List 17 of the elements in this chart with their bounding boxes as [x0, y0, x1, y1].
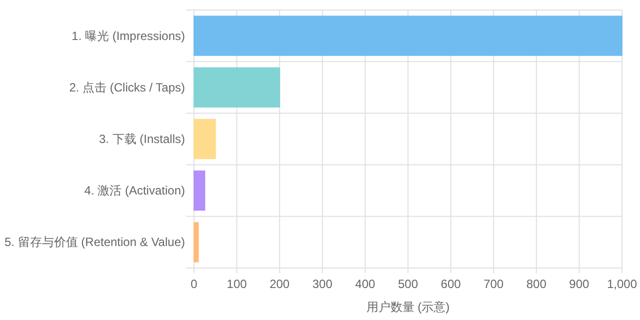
x-tick-label: 100	[226, 277, 248, 291]
x-tick-label: 500	[398, 277, 418, 291]
y-tick-label: 1. 曝光 (Impressions)	[72, 28, 185, 43]
x-tick-label: 900	[569, 277, 590, 291]
y-tick-label: 5. 留存与价值 (Retention & Value)	[4, 235, 185, 250]
y-tick-label: 4. 激活 (Activation)	[84, 184, 185, 198]
y-tick-label: 2. 点击 (Clicks / Taps)	[69, 80, 185, 94]
x-axis-title: 用户数量 (示意)	[366, 300, 450, 314]
x-tick-label: 200	[270, 277, 290, 291]
x-tick-label: 300	[312, 277, 333, 291]
x-tick-label: 800	[526, 277, 547, 291]
y-tick-label: 3. 下载 (Installs)	[98, 132, 186, 146]
x-tick-label: 1,000	[606, 277, 638, 291]
x-tick-label: 700	[484, 277, 504, 291]
x-tick-label: 0	[190, 277, 198, 291]
x-tick-label: 600	[440, 277, 462, 291]
x-tick-label: 400	[355, 277, 376, 291]
